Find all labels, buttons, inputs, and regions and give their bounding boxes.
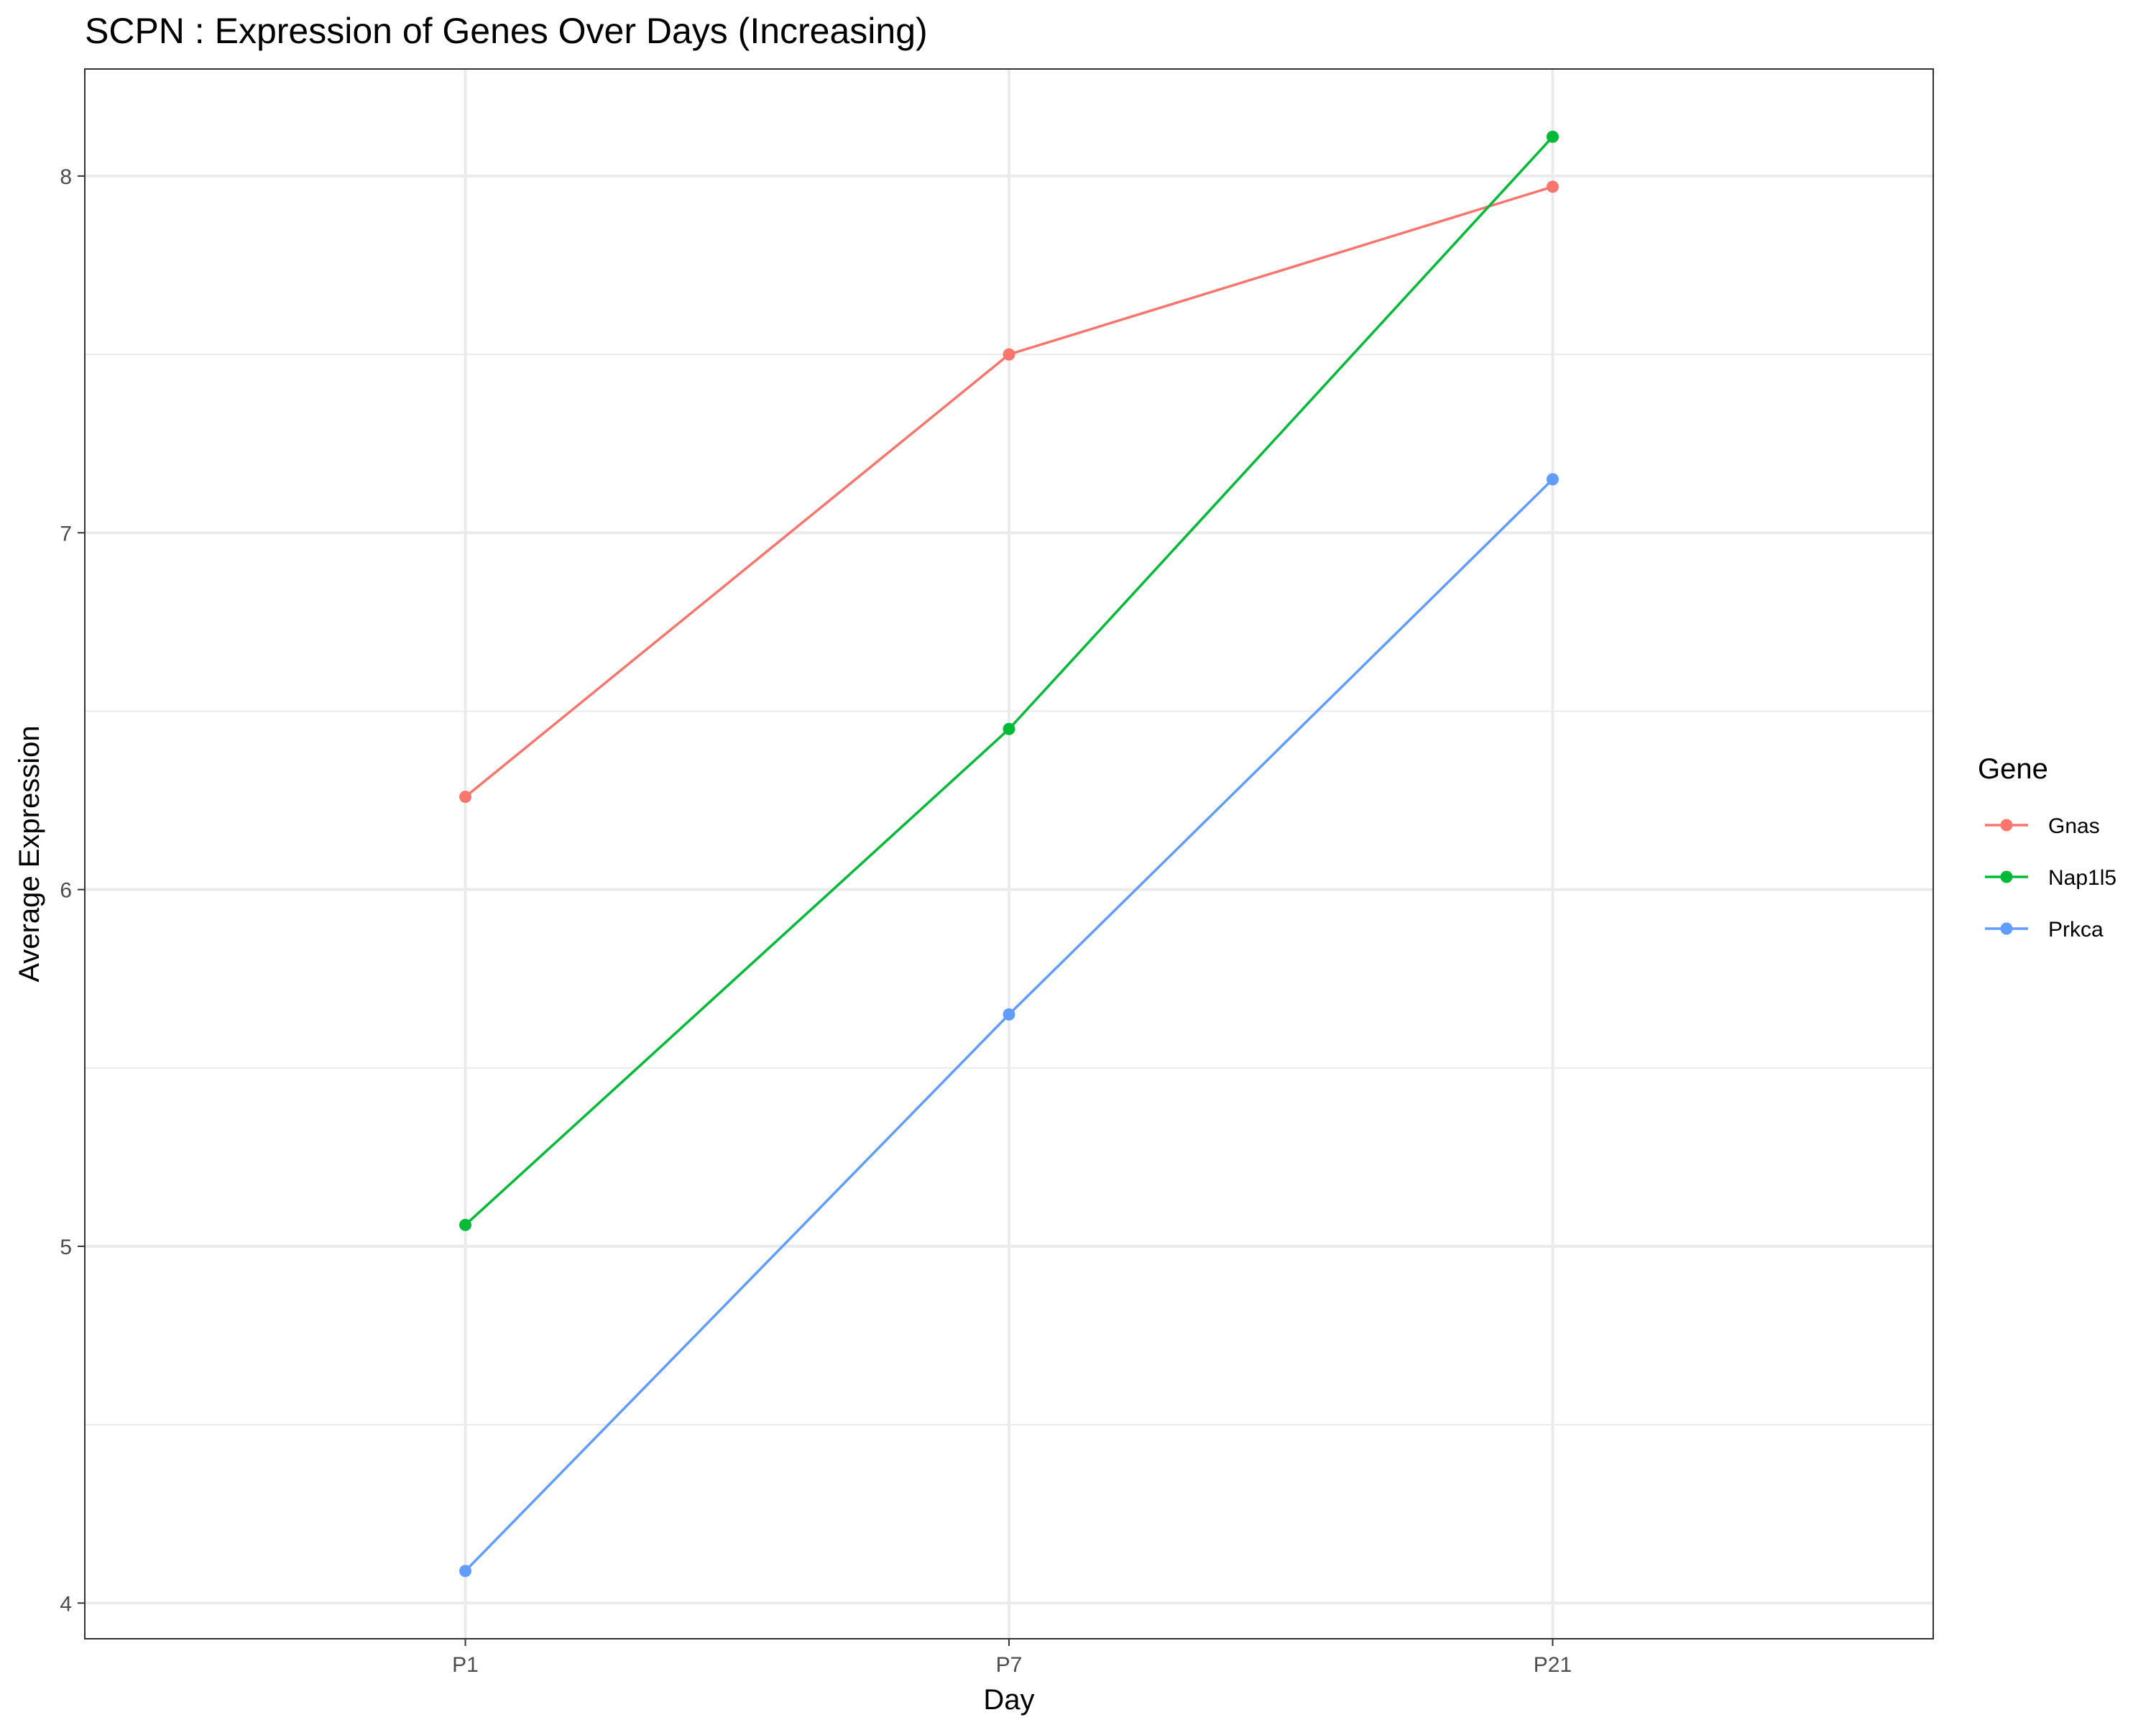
x-tick-label: P21 (1534, 1653, 1572, 1677)
y-tick-label: 8 (60, 165, 72, 189)
legend: Gene Gnas Nap1l5 Prkca (1978, 753, 2116, 942)
data-point-prkca (459, 1565, 472, 1578)
series-layer (459, 130, 1559, 1578)
data-point-prkca (1546, 473, 1559, 486)
legend-label: Prkca (2048, 918, 2104, 942)
data-point-gnas (1546, 180, 1559, 193)
legend-key-point (2000, 870, 2013, 883)
data-point-nap1l5 (1003, 722, 1015, 735)
x-axis-title: Day (983, 1684, 1034, 1716)
legend-key-point (2000, 922, 2013, 935)
series-gnas (459, 180, 1559, 804)
data-point-nap1l5 (459, 1218, 472, 1231)
data-point-prkca (1003, 1008, 1015, 1021)
data-point-gnas (459, 791, 472, 804)
y-tick-label: 4 (60, 1592, 72, 1616)
legend-key-point (2000, 819, 2013, 832)
x-tick-label: P1 (452, 1653, 479, 1677)
data-point-gnas (1003, 348, 1015, 361)
series-prkca (459, 473, 1559, 1578)
y-tick-label: 5 (60, 1236, 72, 1259)
legend-item-prkca: Prkca (1985, 918, 2104, 942)
data-point-nap1l5 (1546, 130, 1559, 143)
series-nap1l5 (459, 130, 1559, 1231)
legend-item-nap1l5: Nap1l5 (1985, 866, 2116, 890)
axes: 4 5 6 7 8 P1 P7 P21 (60, 165, 1572, 1677)
legend-item-gnas: Gnas (1985, 814, 2100, 838)
chart-title: SCPN : Expression of Genes Over Days (In… (85, 11, 928, 51)
x-tick-label: P7 (996, 1653, 1023, 1677)
y-axis-title: Average Expression (14, 725, 45, 982)
legend-label: Nap1l5 (2048, 866, 2116, 890)
y-tick-label: 7 (60, 522, 72, 546)
legend-label: Gnas (2048, 814, 2100, 838)
y-tick-label: 6 (60, 879, 72, 903)
legend-title: Gene (1978, 753, 2048, 785)
grid (85, 69, 1933, 1639)
